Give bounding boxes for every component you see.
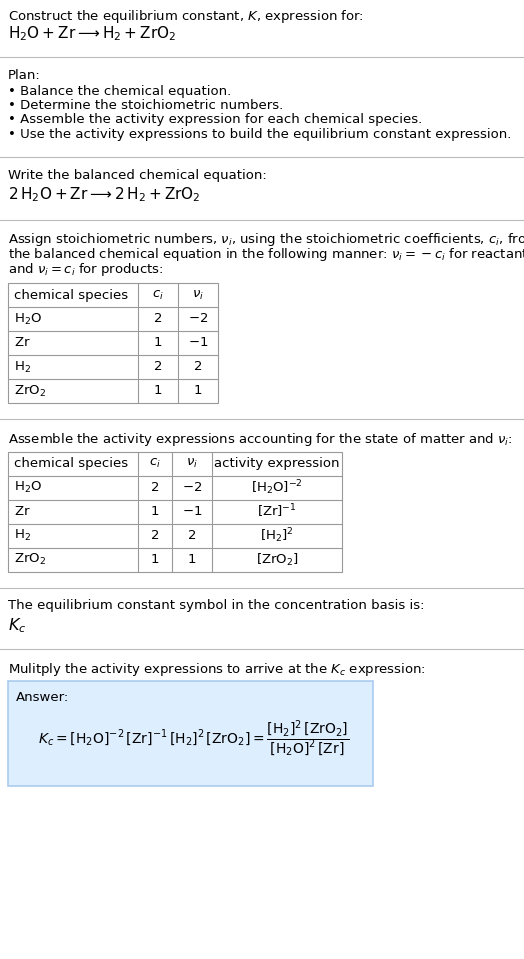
Text: 2: 2 — [188, 529, 196, 542]
Text: $-2$: $-2$ — [182, 481, 202, 494]
Text: 2: 2 — [151, 481, 159, 494]
Text: 2: 2 — [194, 361, 202, 373]
FancyBboxPatch shape — [8, 681, 373, 786]
Text: Mulitply the activity expressions to arrive at the $K_c$ expression:: Mulitply the activity expressions to arr… — [8, 661, 426, 677]
Text: • Use the activity expressions to build the equilibrium constant expression.: • Use the activity expressions to build … — [8, 128, 511, 141]
Text: 1: 1 — [151, 505, 159, 518]
Text: chemical species: chemical species — [14, 289, 128, 301]
Text: $\mathrm{H_2}$: $\mathrm{H_2}$ — [14, 360, 31, 375]
Text: Answer:: Answer: — [16, 691, 69, 704]
Text: $\nu_i$: $\nu_i$ — [192, 289, 204, 301]
Text: 2: 2 — [151, 529, 159, 542]
Bar — [8, 452, 342, 572]
Text: $\mathrm{H_2O}$: $\mathrm{H_2O}$ — [14, 480, 42, 495]
Text: $\mathrm{Zr}$: $\mathrm{Zr}$ — [14, 505, 30, 518]
Text: 1: 1 — [151, 553, 159, 566]
Text: $\mathrm{H_2}$: $\mathrm{H_2}$ — [14, 528, 31, 543]
Text: $\mathrm{H_2O}$: $\mathrm{H_2O}$ — [14, 312, 42, 327]
Text: chemical species: chemical species — [14, 457, 128, 470]
Text: $\mathrm{ZrO_2}$: $\mathrm{ZrO_2}$ — [14, 552, 46, 567]
Text: $[\mathrm{ZrO_2}]$: $[\mathrm{ZrO_2}]$ — [256, 551, 298, 568]
Text: • Determine the stoichiometric numbers.: • Determine the stoichiometric numbers. — [8, 99, 283, 112]
Text: 2: 2 — [154, 313, 162, 325]
Text: Construct the equilibrium constant, $K$, expression for:: Construct the equilibrium constant, $K$,… — [8, 8, 364, 25]
Text: $[\mathrm{Zr}]^{-1}$: $[\mathrm{Zr}]^{-1}$ — [257, 503, 297, 521]
Text: $c_i$: $c_i$ — [152, 289, 164, 301]
Text: $[\mathrm{H_2}]^{2}$: $[\mathrm{H_2}]^{2}$ — [260, 526, 294, 545]
Text: $\mathrm{Zr}$: $\mathrm{Zr}$ — [14, 337, 30, 349]
Text: $\mathrm{2\,H_2O + Zr \longrightarrow 2\,H_2 + ZrO_2}$: $\mathrm{2\,H_2O + Zr \longrightarrow 2\… — [8, 185, 201, 203]
Text: 1: 1 — [154, 337, 162, 349]
Text: $-1$: $-1$ — [188, 337, 208, 349]
Text: $\mathrm{ZrO_2}$: $\mathrm{ZrO_2}$ — [14, 384, 46, 399]
Text: 1: 1 — [154, 385, 162, 397]
Text: and $\nu_i = c_i$ for products:: and $\nu_i = c_i$ for products: — [8, 261, 163, 277]
Text: $-1$: $-1$ — [182, 505, 202, 518]
Bar — [8, 283, 218, 403]
Text: $\mathrm{H_2O + Zr \longrightarrow H_2 + ZrO_2}$: $\mathrm{H_2O + Zr \longrightarrow H_2 +… — [8, 25, 176, 43]
Text: Write the balanced chemical equation:: Write the balanced chemical equation: — [8, 169, 267, 181]
Text: • Balance the chemical equation.: • Balance the chemical equation. — [8, 84, 231, 98]
Text: $K_c = [\mathrm{H_2O}]^{-2}\,[\mathrm{Zr}]^{-1}\,[\mathrm{H_2}]^{2}\,[\mathrm{Zr: $K_c = [\mathrm{H_2O}]^{-2}\,[\mathrm{Zr… — [38, 719, 350, 760]
Text: 1: 1 — [188, 553, 196, 566]
Text: $-2$: $-2$ — [188, 313, 208, 325]
Text: $\nu_i$: $\nu_i$ — [186, 456, 198, 470]
Text: the balanced chemical equation in the following manner: $\nu_i = -c_i$ for react: the balanced chemical equation in the fo… — [8, 246, 524, 263]
Text: 1: 1 — [194, 385, 202, 397]
Text: The equilibrium constant symbol in the concentration basis is:: The equilibrium constant symbol in the c… — [8, 599, 424, 613]
Text: Assign stoichiometric numbers, $\nu_i$, using the stoichiometric coefficients, $: Assign stoichiometric numbers, $\nu_i$, … — [8, 231, 524, 248]
Text: Assemble the activity expressions accounting for the state of matter and $\nu_i$: Assemble the activity expressions accoun… — [8, 431, 512, 448]
Text: activity expression: activity expression — [214, 457, 340, 470]
Text: $c_i$: $c_i$ — [149, 456, 161, 470]
Text: Plan:: Plan: — [8, 69, 41, 82]
Text: 2: 2 — [154, 361, 162, 373]
Text: $K_c$: $K_c$ — [8, 616, 26, 635]
Text: • Assemble the activity expression for each chemical species.: • Assemble the activity expression for e… — [8, 113, 422, 127]
Text: $[\mathrm{H_2O}]^{-2}$: $[\mathrm{H_2O}]^{-2}$ — [251, 479, 303, 497]
